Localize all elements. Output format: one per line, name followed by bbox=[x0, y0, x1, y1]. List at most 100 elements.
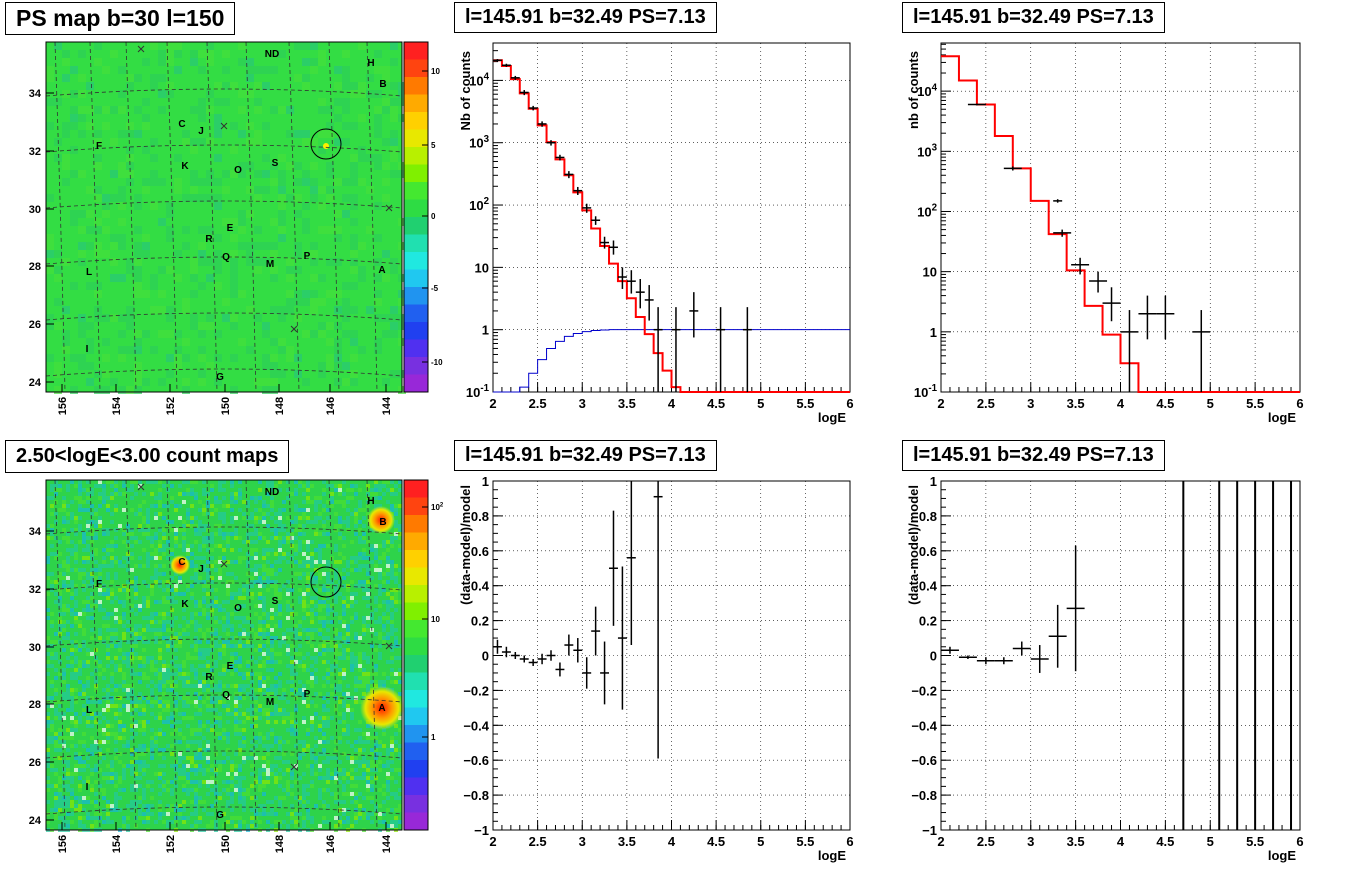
colorbar-cell bbox=[404, 760, 428, 778]
model-histogram bbox=[941, 55, 1300, 393]
y-tick-label: 0.8 bbox=[919, 509, 937, 524]
y-tick-label: 10-1 bbox=[914, 383, 938, 400]
source-label-H: H bbox=[367, 58, 374, 69]
x-axis-label: logE bbox=[1268, 410, 1296, 425]
y-tick-label: 103 bbox=[917, 142, 937, 159]
colorbar-cell bbox=[404, 777, 428, 796]
y-tick-label: 32 bbox=[29, 584, 41, 596]
latitude-gridline bbox=[45, 368, 403, 377]
longitude-gridline bbox=[328, 479, 340, 831]
y-tick-label: −0.8 bbox=[463, 788, 489, 803]
y-tick-label: 1 bbox=[930, 474, 937, 489]
x-tick-label: 6 bbox=[846, 396, 853, 411]
colorbar-cell bbox=[404, 550, 428, 568]
colorbar-tick-label: -10 bbox=[431, 358, 443, 367]
colorbar-cell bbox=[404, 480, 428, 498]
blue-efficiency-curve bbox=[493, 329, 850, 393]
longitude-gridline bbox=[206, 41, 218, 393]
source-label-J: J bbox=[198, 126, 204, 137]
x-tick-label: 152 bbox=[165, 397, 177, 415]
source-label-A: A bbox=[378, 703, 385, 714]
source-label-B: B bbox=[379, 517, 386, 528]
x-tick-label: 5 bbox=[757, 834, 764, 849]
cross-marker bbox=[385, 642, 393, 650]
source-label-Q: Q bbox=[222, 252, 230, 263]
source-label-I: I bbox=[86, 344, 89, 355]
colorbar-tick-label: -5 bbox=[431, 284, 439, 293]
x-tick-label: 2.5 bbox=[529, 396, 547, 411]
y-tick-label: 1 bbox=[930, 325, 937, 340]
colorbar-tick-label: 0 bbox=[431, 212, 436, 221]
x-tick-label: 3.5 bbox=[1067, 396, 1085, 411]
longitude-gridline bbox=[166, 41, 178, 393]
y-tick-label: 30 bbox=[29, 642, 41, 654]
cross-marker bbox=[220, 122, 228, 130]
cross-marker bbox=[385, 204, 393, 212]
longitude-gridline bbox=[366, 479, 378, 831]
spectrum-right-title: l=145.91 b=32.49 PS=7.13 bbox=[902, 2, 1165, 33]
longitude-gridline bbox=[288, 41, 300, 393]
x-tick-label: 150 bbox=[220, 835, 232, 853]
map-frame bbox=[45, 479, 403, 831]
y-tick-label: 102 bbox=[469, 196, 489, 213]
colorbar-cell bbox=[404, 690, 428, 708]
y-tick-label: 34 bbox=[29, 526, 42, 538]
ratio-right-title: l=145.91 b=32.49 PS=7.13 bbox=[902, 440, 1165, 471]
longitude-gridline bbox=[206, 479, 218, 831]
colorbar-cell bbox=[404, 304, 428, 323]
x-tick-label: 3 bbox=[579, 834, 586, 849]
colorbar-tick-label: 10 bbox=[431, 67, 440, 76]
x-tick-label: 3 bbox=[579, 396, 586, 411]
x-tick-label: 2.5 bbox=[977, 834, 995, 849]
y-tick-label: −0.6 bbox=[463, 753, 489, 768]
x-tick-label: 2 bbox=[937, 396, 944, 411]
longitude-gridline bbox=[125, 479, 137, 831]
x-tick-label: 5 bbox=[1207, 396, 1214, 411]
colorbar-cell bbox=[404, 339, 428, 358]
x-tick-label: 5.5 bbox=[1246, 396, 1264, 411]
x-tick-label: 6 bbox=[1296, 834, 1303, 849]
y-tick-label: −0.6 bbox=[911, 753, 937, 768]
colorbar-cell bbox=[404, 129, 428, 148]
longitude-gridline bbox=[54, 41, 66, 393]
colorbar-cell bbox=[404, 725, 428, 743]
x-tick-label: 146 bbox=[325, 397, 337, 415]
model-histogram bbox=[493, 59, 850, 393]
colorbar-cell bbox=[404, 357, 428, 375]
x-tick-label: 154 bbox=[111, 396, 123, 415]
x-axis-label: logE bbox=[818, 848, 846, 863]
count-map-title: 2.50<logE<3.00 count maps bbox=[5, 440, 290, 473]
colorbar-cell bbox=[404, 42, 428, 60]
y-tick-label: 0.4 bbox=[919, 579, 938, 594]
x-axis-label: logE bbox=[1268, 848, 1296, 863]
y-tick-label: −0.8 bbox=[911, 788, 937, 803]
y-axis-label: (data-model)/model bbox=[458, 485, 473, 605]
y-axis-label: Nb of counts bbox=[458, 51, 473, 130]
x-tick-label: 3.5 bbox=[618, 396, 636, 411]
colorbar-tick-label: 10 bbox=[431, 615, 440, 624]
latitude-gridline bbox=[45, 312, 403, 321]
x-tick-label: 154 bbox=[111, 834, 123, 853]
colorbar-cell bbox=[404, 77, 428, 95]
colorbar-cell bbox=[404, 672, 428, 691]
source-label-P: P bbox=[304, 251, 311, 262]
source-label-Q: Q bbox=[222, 690, 230, 701]
colorbar-cell bbox=[404, 374, 428, 393]
latitude-gridline bbox=[45, 638, 403, 647]
colorbar-cell bbox=[404, 322, 428, 340]
source-label-J: J bbox=[198, 564, 204, 575]
source-label-G: G bbox=[216, 810, 224, 821]
colorbar-cell bbox=[404, 112, 428, 130]
source-label-M: M bbox=[266, 697, 274, 708]
source-label-I: I bbox=[86, 782, 89, 793]
x-tick-label: 3 bbox=[1027, 396, 1034, 411]
latitude-gridline bbox=[45, 806, 403, 815]
y-tick-label: 0.2 bbox=[919, 614, 937, 629]
colorbar-cell bbox=[404, 217, 428, 235]
colorbar-cell bbox=[404, 620, 428, 638]
longitude-gridline bbox=[366, 41, 378, 393]
latitude-gridline bbox=[45, 526, 403, 535]
x-tick-label: 3.5 bbox=[1067, 834, 1085, 849]
x-tick-label: 2 bbox=[489, 396, 496, 411]
